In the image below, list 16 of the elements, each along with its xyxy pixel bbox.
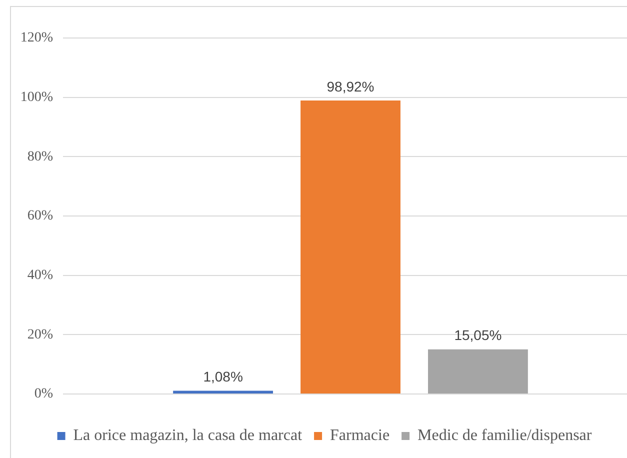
bar bbox=[173, 390, 274, 394]
bar bbox=[300, 100, 400, 394]
legend-label: Medic de familie/dispensar bbox=[418, 427, 592, 444]
data-label: 1,08% bbox=[203, 368, 243, 385]
y-tick-label: 80% bbox=[27, 149, 54, 164]
data-label: 15,05% bbox=[454, 327, 502, 344]
bar bbox=[428, 349, 528, 394]
y-tick-label: 0% bbox=[34, 386, 54, 402]
legend-label: Farmacie bbox=[330, 427, 390, 444]
y-tick-label: 40% bbox=[27, 268, 54, 284]
y-tick-label: 60% bbox=[27, 208, 54, 224]
data-label: 98,92% bbox=[326, 78, 374, 94]
y-tick-label: 20% bbox=[27, 327, 54, 342]
y-tick-label: 120% bbox=[20, 30, 54, 46]
y-tick-label: 100% bbox=[20, 90, 54, 106]
legend-label: La orice magazin, la casa de marcat bbox=[73, 427, 303, 444]
